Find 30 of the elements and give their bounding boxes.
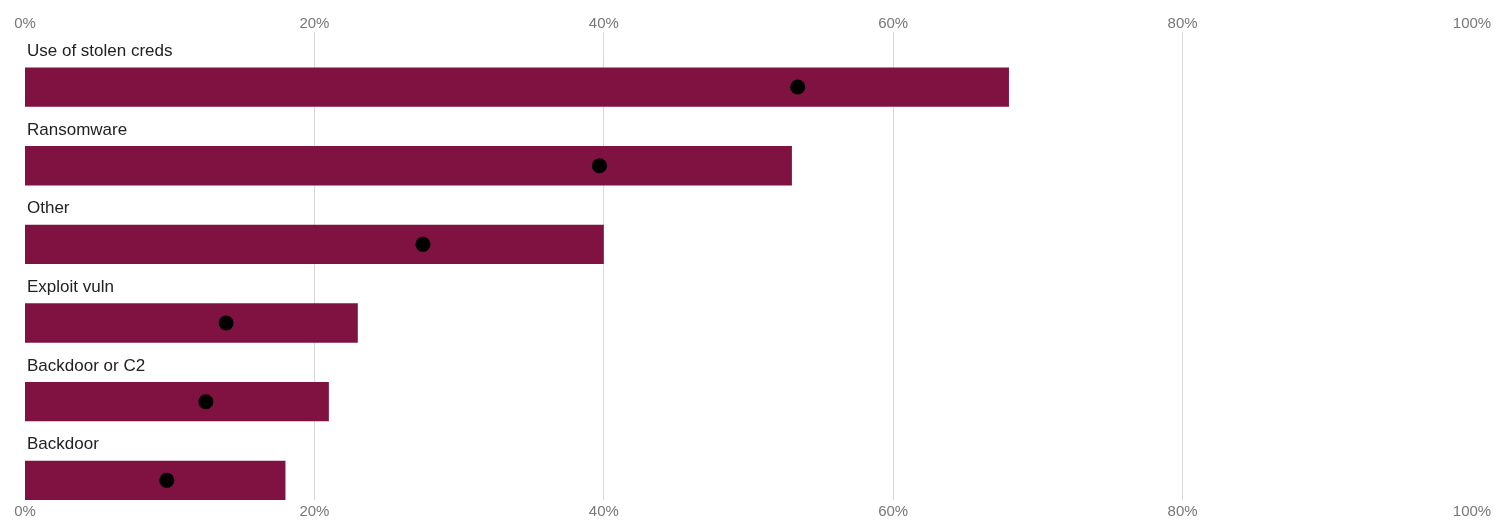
- x2-tick-label: 80%: [1167, 14, 1198, 31]
- point: [198, 394, 214, 410]
- y-tick-label: Exploit vuln: [27, 277, 114, 296]
- y-tick-label: Ransomware: [27, 120, 128, 139]
- x-tick-label: 0%: [14, 502, 36, 519]
- x2-tick-label: 20%: [299, 14, 330, 31]
- y-tick-label: Use of stolen creds: [27, 41, 173, 60]
- point: [591, 158, 607, 174]
- y-tick-label: Backdoor: [27, 434, 100, 453]
- x2-tick-label: 0%: [14, 14, 36, 31]
- x2-tick-label: 100%: [1452, 14, 1492, 31]
- x2-tick-label: 40%: [588, 14, 619, 31]
- x-tick-label: 20%: [299, 502, 330, 519]
- x-tick-label: 100%: [1452, 502, 1492, 519]
- x-tick-label: 80%: [1167, 502, 1198, 519]
- y-tick-label: Other: [27, 198, 70, 217]
- bar: [25, 303, 358, 343]
- bar: [25, 67, 1009, 107]
- y-tick-label: Backdoor or C2: [27, 356, 146, 375]
- x-tick-label: 60%: [878, 502, 909, 519]
- x2-tick-label: 60%: [878, 14, 909, 31]
- point: [218, 315, 234, 331]
- point: [159, 472, 175, 488]
- point: [415, 236, 431, 252]
- bar: [25, 460, 286, 500]
- bar: [25, 146, 792, 186]
- bar: [25, 224, 604, 265]
- point: [790, 79, 806, 95]
- bar: [25, 382, 329, 422]
- x-tick-label: 40%: [588, 502, 619, 519]
